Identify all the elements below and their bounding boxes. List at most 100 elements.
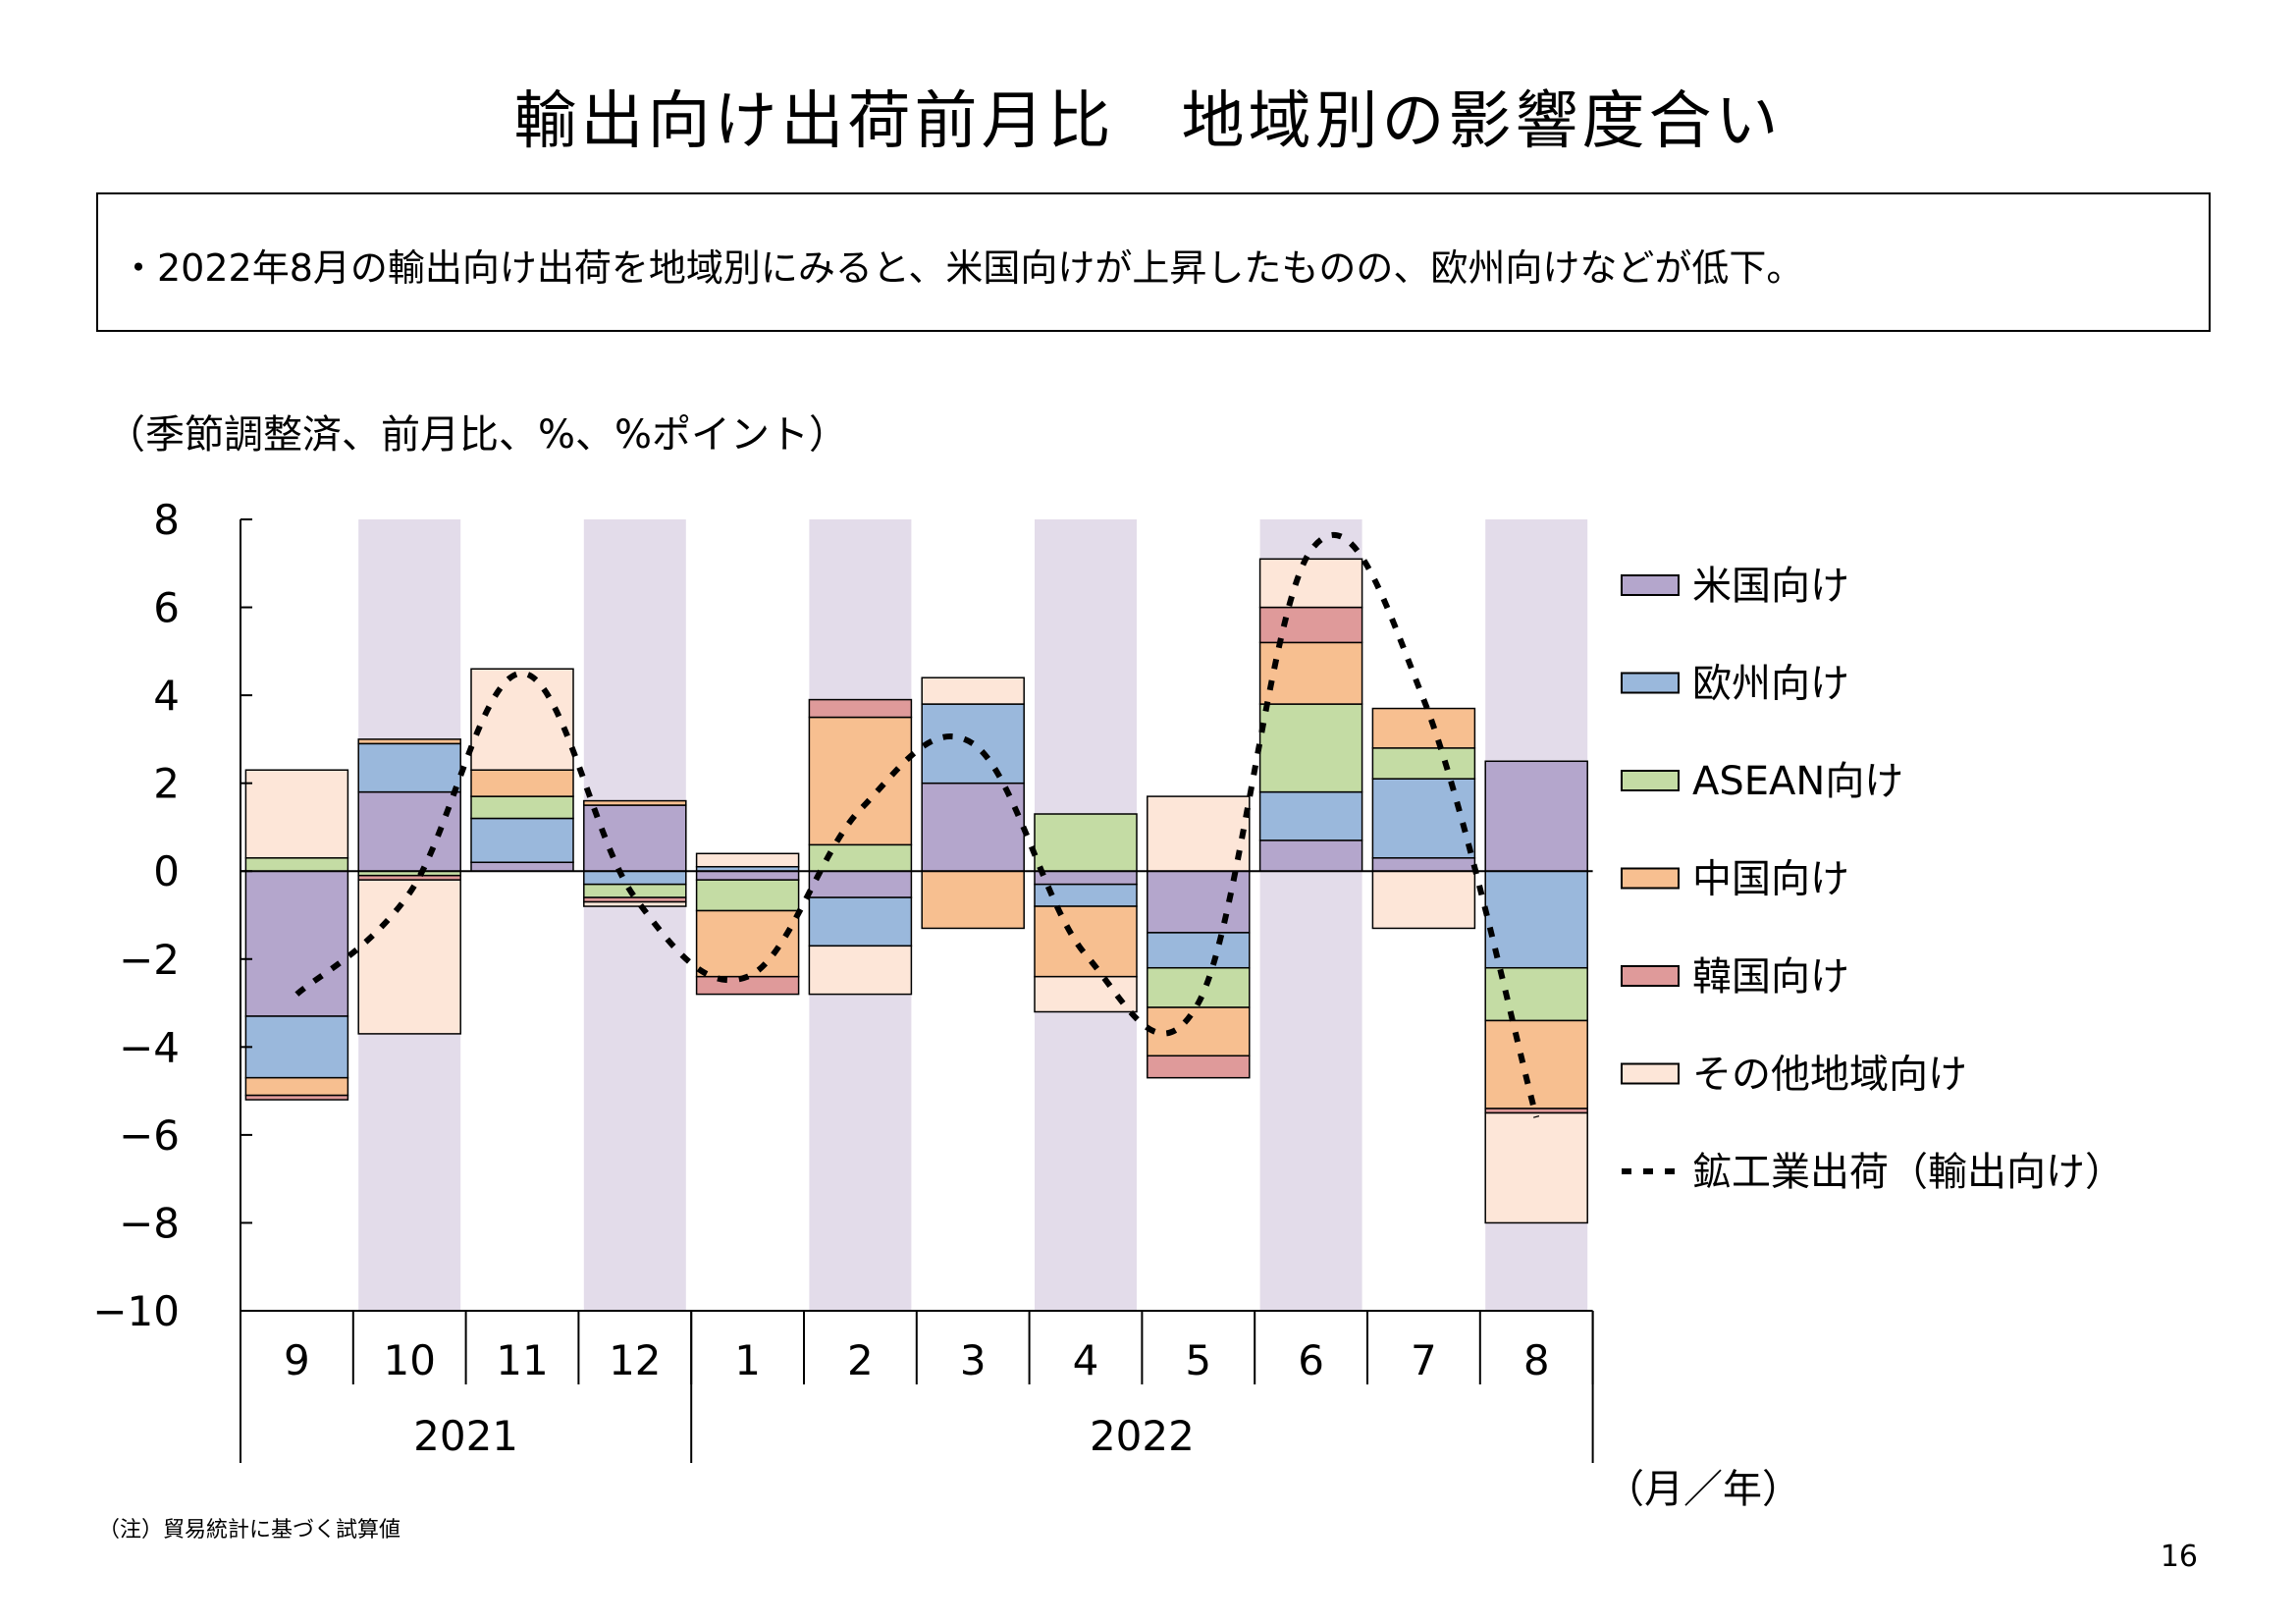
bar-segment bbox=[357, 742, 461, 793]
bar-segment bbox=[1484, 870, 1588, 969]
category-label: 11 bbox=[496, 1336, 548, 1384]
bar-segment bbox=[921, 703, 1025, 785]
bar-segment bbox=[357, 738, 461, 745]
bar-segment bbox=[808, 698, 913, 719]
bar-segment bbox=[695, 852, 800, 868]
category-label: 10 bbox=[383, 1336, 435, 1384]
category-label: 3 bbox=[960, 1336, 987, 1384]
legend-label: 米国向け bbox=[1692, 564, 1849, 609]
category-label: 9 bbox=[284, 1336, 310, 1384]
bar-segment bbox=[244, 1094, 349, 1101]
bar-segment bbox=[244, 769, 349, 859]
summary-box: ・2022年8月の輸出向け出荷を地域別にみると、米国向けが上昇したものの、欧州向… bbox=[96, 192, 2211, 332]
bar-segment bbox=[1371, 747, 1476, 780]
y-tick-label: 4 bbox=[153, 672, 180, 720]
bar-segment bbox=[1484, 1111, 1588, 1224]
unit-label: （季節調整済、前月比、%、%ポイント） bbox=[106, 412, 849, 458]
y-tick-label: 8 bbox=[153, 496, 180, 544]
bar-segment bbox=[1371, 778, 1476, 859]
bar-segment bbox=[1258, 641, 1363, 705]
legend-label: 韓国向け bbox=[1692, 954, 1849, 1000]
bar-segment bbox=[244, 1076, 349, 1097]
bar-segment bbox=[1484, 1019, 1588, 1110]
summary-text: ・2022年8月の輸出向け出荷を地域別にみると、米国向けが上昇したものの、欧州向… bbox=[120, 246, 1804, 290]
bar-segment bbox=[244, 870, 349, 1017]
bar-segment bbox=[921, 677, 1025, 705]
bar-segment bbox=[1484, 760, 1588, 872]
bar-segment bbox=[357, 790, 461, 872]
legend-swatch bbox=[1621, 770, 1680, 791]
y-tick-label: −2 bbox=[119, 936, 180, 984]
bar-segment bbox=[808, 896, 913, 947]
legend-label: 中国向け bbox=[1692, 857, 1849, 902]
category-label: 4 bbox=[1073, 1336, 1099, 1384]
bar-segment bbox=[1258, 790, 1363, 841]
bar-segment bbox=[808, 716, 913, 846]
bar-segment bbox=[695, 879, 800, 912]
category-label: 12 bbox=[609, 1336, 661, 1384]
bar-segment bbox=[470, 861, 574, 872]
bar-segment bbox=[695, 870, 800, 881]
bar-segment bbox=[1371, 857, 1476, 872]
bar-segment bbox=[583, 799, 687, 806]
shipment-line-layer bbox=[294, 532, 1540, 1118]
x-unit-label: （月／年） bbox=[1605, 1467, 1801, 1512]
bar-segment bbox=[357, 879, 461, 1035]
bars bbox=[244, 558, 1588, 1224]
year-label: 2021 bbox=[413, 1412, 518, 1460]
year-label: 2022 bbox=[1090, 1412, 1195, 1460]
bar-segment bbox=[1147, 1055, 1251, 1079]
y-tick-label: 6 bbox=[153, 584, 180, 632]
bar-segment bbox=[1034, 905, 1138, 978]
bar-segment bbox=[1034, 813, 1138, 872]
legend-swatch bbox=[1621, 672, 1680, 694]
shipment-line bbox=[294, 532, 1540, 1118]
category-label: 1 bbox=[734, 1336, 761, 1384]
bar-segment bbox=[1258, 558, 1363, 609]
bar-segment bbox=[1258, 839, 1363, 872]
y-tick-label: 2 bbox=[153, 760, 180, 808]
category-label: 2 bbox=[847, 1336, 874, 1384]
legend-label: ASEAN向け bbox=[1692, 759, 1903, 804]
bar-segment bbox=[808, 945, 913, 996]
bar-segment bbox=[1258, 606, 1363, 644]
legend-label: 欧州向け bbox=[1692, 662, 1849, 707]
page-title: 輸出向け出荷前月比 地域別の影響度合い bbox=[513, 85, 1783, 158]
bar-segment bbox=[808, 870, 913, 898]
category-label: 6 bbox=[1298, 1336, 1324, 1384]
bar-segment bbox=[470, 668, 574, 771]
y-tick-label: −8 bbox=[119, 1199, 180, 1247]
y-tick-label: −4 bbox=[119, 1023, 180, 1071]
legend-label: 鉱工業出荷（輸出向け） bbox=[1692, 1150, 2124, 1195]
bar-segment bbox=[470, 817, 574, 864]
bar-segment bbox=[1034, 870, 1138, 886]
bar-segment bbox=[470, 769, 574, 797]
legend-swatch bbox=[1621, 574, 1680, 596]
y-tick-label: −6 bbox=[119, 1111, 180, 1160]
legend-label: その他地域向け bbox=[1692, 1053, 1967, 1098]
bar-segment bbox=[1147, 795, 1251, 872]
category-label: 5 bbox=[1185, 1336, 1211, 1384]
bar-segment bbox=[583, 870, 687, 886]
bar-segment bbox=[1258, 703, 1363, 793]
bar-segment bbox=[1034, 975, 1138, 1013]
bar-segment bbox=[695, 909, 800, 978]
page-number: 16 bbox=[2160, 1540, 2198, 1574]
bar-segment bbox=[1371, 870, 1476, 930]
bar-segment bbox=[1147, 932, 1251, 969]
y-tick-label: 0 bbox=[153, 847, 180, 895]
legend-swatch bbox=[1621, 1062, 1680, 1085]
bar-segment bbox=[921, 870, 1025, 930]
bar-segment bbox=[244, 857, 349, 872]
bar-segment bbox=[470, 795, 574, 820]
bar-segment bbox=[1371, 707, 1476, 749]
bar-segment bbox=[583, 883, 687, 898]
bar-segment bbox=[583, 900, 687, 907]
legend-swatch bbox=[1621, 867, 1680, 890]
shaded-band bbox=[583, 519, 686, 1311]
category-label: 7 bbox=[1411, 1336, 1437, 1384]
legend-swatch bbox=[1621, 965, 1680, 987]
